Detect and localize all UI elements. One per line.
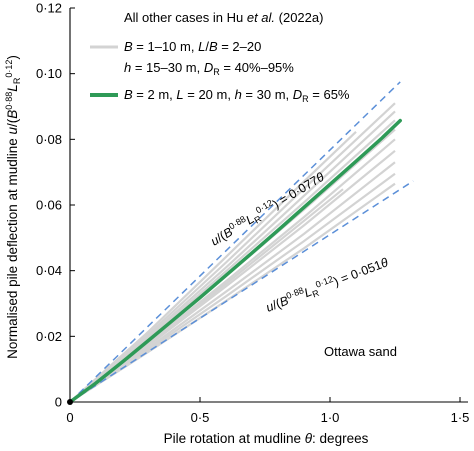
x-tick-label: 1·0: [321, 410, 340, 425]
y-tick-label: 0·10: [36, 66, 62, 81]
annotation-ottawa-sand: Ottawa sand: [324, 344, 397, 359]
series-line-fit-bound: [69, 180, 414, 403]
legend-grey-line2: h = 15–30 m, DR = 40%–95%: [124, 60, 294, 77]
x-ticks: 0 0·5 1·0 1·5: [66, 397, 469, 425]
series-line-other-case: [69, 172, 396, 403]
y-tick-label: 0·04: [36, 263, 62, 278]
y-tick-label: 0·12: [36, 1, 62, 16]
legend-green-line: B = 2 m, L = 20 m, h = 30 m, DR = 65%: [124, 87, 350, 104]
series-line-highlighted-case: [68, 118, 402, 404]
legend-grey-title: All other cases in Hu et al. (2022a): [124, 10, 323, 25]
legend-grey-line1: B = 1–10 m, L/B = 2–20: [124, 39, 261, 54]
y-axis-title: Normalised pile deflection at mudline u/…: [4, 55, 22, 359]
x-tick-label: 0: [66, 410, 73, 425]
x-tick-label: 0·5: [191, 410, 210, 425]
y-tick-label: 0·06: [36, 198, 62, 213]
origin-point: [67, 399, 73, 405]
legend: All other cases in Hu et al. (2022a) B =…: [90, 10, 350, 104]
x-axis-title: Pile rotation at mudline θ: degrees: [164, 431, 369, 446]
y-tick-label: 0·02: [36, 329, 62, 344]
y-tick-label: 0: [55, 395, 62, 410]
dashed-series-group: [69, 81, 414, 403]
green-series-group: [67, 118, 402, 405]
y-tick-label: 0·08: [36, 132, 62, 147]
series-line-other-case: [69, 131, 357, 403]
y-ticks: 0 0·02 0·04 0·06 0·08 0·10 0·12: [36, 1, 75, 410]
x-tick-label: 1·5: [451, 410, 470, 425]
series-line-fit-bound: [69, 81, 401, 403]
series-line-other-case: [69, 119, 396, 403]
series-line-other-case: [69, 102, 396, 403]
